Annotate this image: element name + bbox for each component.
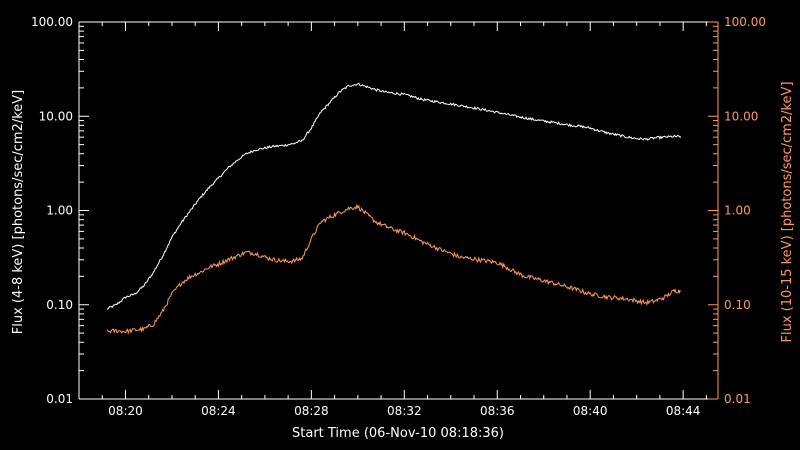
y-right-tick-label: 1.00: [724, 204, 751, 218]
x-axis-label: Start Time (06-Nov-10 08:18:36): [292, 426, 504, 441]
series-4-8-kev-line: [106, 82, 682, 310]
x-tick-label: 08:24: [201, 404, 236, 418]
left-y-axis-label: Flux (4-8 keV) [photons/sec/cm2/keV]: [11, 90, 26, 335]
series: [106, 82, 682, 335]
tick-labels: 08:20 08:24 08:28 08:32 08:36 08:40 08:44 0.01 0…: [31, 15, 766, 418]
x-tick-label: 08:20: [108, 404, 143, 418]
right-y-axis-label: Flux (10-15 keV) [photons/sec/cm2/keV]: [780, 81, 795, 342]
y-left-tick-label: 1.00: [46, 204, 73, 218]
y-right-tick-label: 0.10: [724, 298, 751, 312]
y-left-tick-label: 10.00: [39, 109, 73, 123]
x-tick-label: 08:40: [573, 404, 608, 418]
series-10-15-kev-line: [106, 203, 681, 335]
y-left-tick-label: 0.10: [46, 298, 73, 312]
y-right-tick-label: 10.00: [724, 109, 758, 123]
ticks: [78, 21, 718, 400]
y-left-tick-label: 0.01: [46, 392, 73, 406]
y-right-tick-label: 100.00: [724, 15, 766, 29]
x-tick-label: 08:36: [480, 404, 515, 418]
y-left-tick-label: 100.00: [31, 15, 73, 29]
x-tick-label: 08:28: [294, 404, 329, 418]
y-right-tick-label: 0.01: [724, 392, 751, 406]
x-tick-label: 08:32: [387, 404, 422, 418]
x-tick-label: 08:44: [666, 404, 701, 418]
